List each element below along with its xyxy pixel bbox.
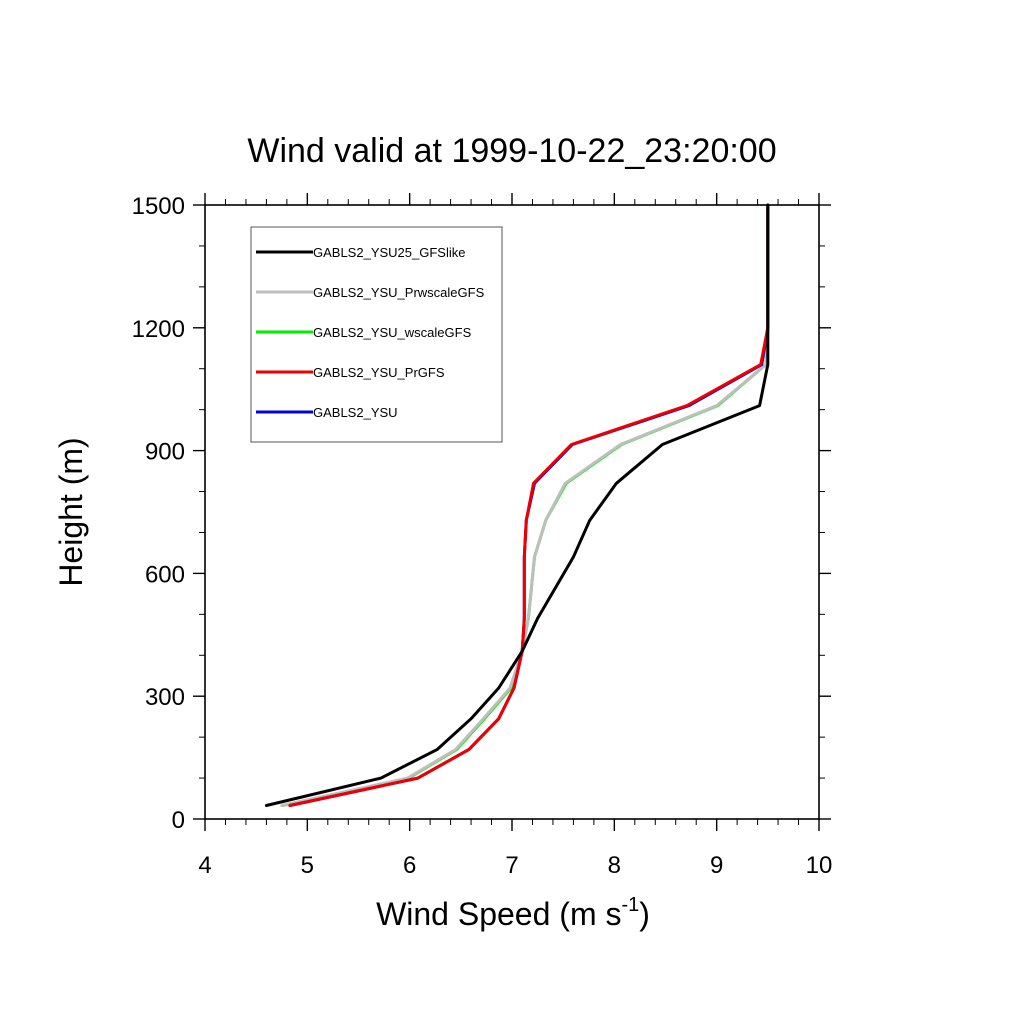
series-line-gabls2-ysu-prwscalegfs <box>280 203 770 807</box>
legend-label: GABLS2_YSU_PrGFS <box>313 365 445 380</box>
chart-title: Wind valid at 1999-10-22_23:20:00 <box>247 132 776 170</box>
x-tick-label: 7 <box>505 852 518 879</box>
x-axis-label-close: ) <box>639 896 650 932</box>
y-tick-label: 1500 <box>132 193 185 220</box>
minor-tick-marks <box>199 199 825 825</box>
legend-label: GABLS2_YSU_wscaleGFS <box>313 325 472 340</box>
y-tick-label: 300 <box>145 684 185 711</box>
x-tick-label: 10 <box>806 852 833 879</box>
series-layer <box>264 203 770 807</box>
y-tick-label: 1200 <box>132 316 185 343</box>
x-axis-label: Wind Speed (m s-1) <box>376 894 650 932</box>
x-tick-label: 9 <box>710 852 723 879</box>
y-tick-label: 0 <box>172 807 185 834</box>
x-tick-label: 4 <box>198 852 211 879</box>
legend-label: GABLS2_YSU25_GFSlike <box>313 245 465 260</box>
x-tick-label: 6 <box>403 852 416 879</box>
legend: GABLS2_YSU25_GFSlike GABLS2_YSU_PrwscaleG… <box>250 226 503 443</box>
plot-frame <box>204 204 820 820</box>
legend-box <box>250 226 503 443</box>
y-tick-label: 900 <box>145 439 185 466</box>
major-tick-marks <box>193 193 831 831</box>
tick-labels: 4 5 6 7 8 9 10 0 300 600 900 1200 1500 <box>132 193 833 879</box>
x-axis-label-exponent: -1 <box>621 894 639 916</box>
legend-label: GABLS2_YSU_PrwscaleGFS <box>313 285 485 300</box>
y-tick-label: 600 <box>145 561 185 588</box>
x-tick-label: 8 <box>608 852 621 879</box>
x-axis-label-main: Wind Speed (m s <box>376 896 621 932</box>
legend-label: GABLS2_YSU <box>313 405 398 420</box>
series-line-gabls2-ysu-prgfs <box>288 203 770 807</box>
series-line-gabls2-ysu25-gfslike <box>264 203 770 807</box>
y-axis-label: Height (m) <box>53 437 89 586</box>
x-tick-label: 5 <box>301 852 314 879</box>
